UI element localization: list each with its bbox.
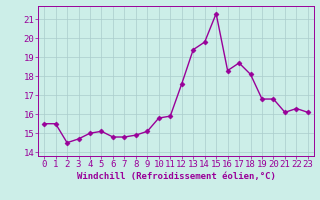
X-axis label: Windchill (Refroidissement éolien,°C): Windchill (Refroidissement éolien,°C) — [76, 172, 276, 181]
